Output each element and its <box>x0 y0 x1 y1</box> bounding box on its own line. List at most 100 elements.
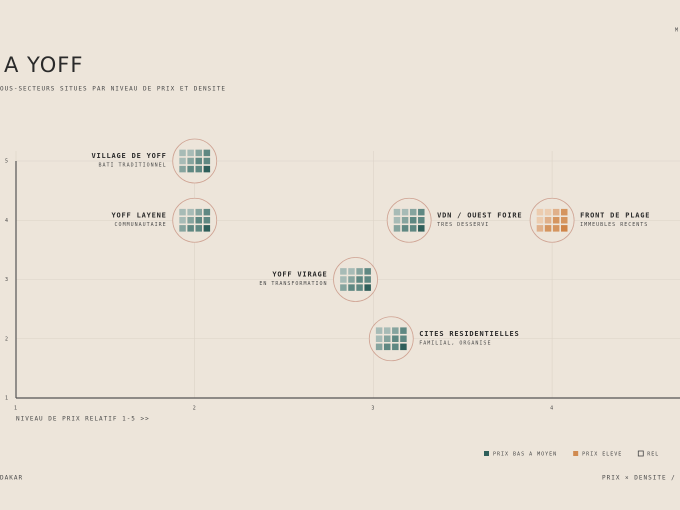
density-cell <box>364 276 371 283</box>
density-cell <box>195 208 202 216</box>
density-cell <box>375 335 383 342</box>
footer-left: DAKAR <box>0 475 23 482</box>
density-cell <box>356 284 363 291</box>
density-cell <box>400 335 407 342</box>
y-tick-label: 2 <box>5 336 9 342</box>
y-tick-label: 3 <box>5 277 9 283</box>
density-cell <box>187 149 194 157</box>
point-name: YOFF VIRAGE <box>272 271 327 279</box>
point-name: YOFF LAYENE <box>112 211 167 219</box>
density-cell <box>392 327 399 334</box>
density-cell <box>393 217 401 224</box>
density-cell <box>409 217 417 224</box>
density-cell <box>179 208 186 216</box>
density-cell <box>364 268 371 275</box>
density-cell <box>383 343 391 351</box>
density-cell <box>400 343 407 351</box>
density-cell <box>392 335 399 342</box>
footer-right: PRIX × DENSITE / <box>602 475 676 482</box>
legend-label: REL <box>647 452 659 458</box>
point <box>172 138 218 184</box>
point-name: FRONT DE PLAGE <box>580 211 650 219</box>
density-cell <box>187 165 194 173</box>
x-axis-label: NIVEAU DE PRIX RELATIF 1-5 >> <box>16 416 150 423</box>
density-cell <box>195 157 202 165</box>
x-tick-label: 2 <box>193 406 197 412</box>
density-cell <box>383 327 391 334</box>
point-note: IMMEUBLES RECENTS <box>580 222 648 228</box>
density-cell <box>400 327 407 334</box>
density-cell <box>203 149 211 157</box>
density-cell <box>203 165 211 173</box>
legend-swatch <box>484 451 489 456</box>
y-tick-label: 1 <box>5 396 9 402</box>
density-cell <box>356 268 363 275</box>
point-note: EN TRANSFORMATION <box>259 281 327 287</box>
point-note: TRES DESSERVI <box>437 222 489 228</box>
density-cell <box>393 208 401 216</box>
density-cell <box>418 225 425 232</box>
point <box>368 316 414 362</box>
point <box>172 197 218 243</box>
point-name: CITES RESIDENTIELLES <box>419 330 519 338</box>
density-cell <box>203 217 211 224</box>
density-cell <box>187 225 194 232</box>
density-cell <box>348 276 355 283</box>
point <box>386 197 432 243</box>
density-cell <box>536 217 544 224</box>
density-cell <box>392 343 399 351</box>
density-cell <box>348 268 355 275</box>
chart-title: A YOFF <box>4 53 83 77</box>
legend-label: PRIX ELEVE <box>582 452 622 458</box>
density-cell <box>418 208 425 216</box>
x-tick-label: 1 <box>14 406 18 412</box>
density-cell <box>179 217 186 224</box>
point-note: BATI TRADITIONNEL <box>99 163 167 169</box>
density-cell <box>195 165 202 173</box>
density-cell <box>356 276 363 283</box>
density-cell <box>544 208 552 216</box>
density-cell <box>409 208 417 216</box>
density-cell <box>340 268 347 275</box>
point-name: VILLAGE DE YOFF <box>91 152 166 160</box>
density-cell <box>561 208 568 216</box>
density-cell <box>375 343 383 351</box>
subtitle: OUS-SECTEURS SITUES PAR NIVEAU DE PRIX E… <box>0 86 226 93</box>
density-cell <box>187 208 194 216</box>
density-cell <box>561 225 568 232</box>
density-cell <box>393 225 401 232</box>
x-tick-label: 4 <box>550 406 554 412</box>
density-cell <box>383 335 391 342</box>
density-cell <box>536 208 544 216</box>
density-cell <box>544 217 552 224</box>
legend-swatch <box>637 450 644 457</box>
density-cell <box>179 149 186 157</box>
density-cell <box>179 225 186 232</box>
point-note: COMMUNAUTAIRE <box>115 222 167 228</box>
x-tick-label: 3 <box>371 406 375 412</box>
density-cell <box>364 284 371 291</box>
density-cell <box>348 284 355 291</box>
y-tick-label: 5 <box>5 159 9 165</box>
point-note: FAMILIAL, ORGANISE <box>419 340 491 346</box>
point <box>333 257 378 302</box>
density-cell <box>179 157 186 165</box>
density-cell <box>544 225 552 232</box>
density-cell <box>179 165 186 173</box>
density-cell <box>195 217 202 224</box>
density-cell <box>340 284 347 291</box>
density-cell <box>552 208 560 216</box>
density-cell <box>536 225 544 232</box>
density-cell <box>401 217 409 224</box>
density-cell <box>340 276 347 283</box>
density-cell <box>401 225 409 232</box>
density-cell <box>203 208 211 216</box>
density-cell <box>203 225 211 232</box>
density-cell <box>187 157 194 165</box>
density-cell <box>195 225 202 232</box>
legend-label: PRIX BAS A MOYEN <box>493 452 557 458</box>
density-cell <box>375 327 383 334</box>
point <box>529 197 575 243</box>
